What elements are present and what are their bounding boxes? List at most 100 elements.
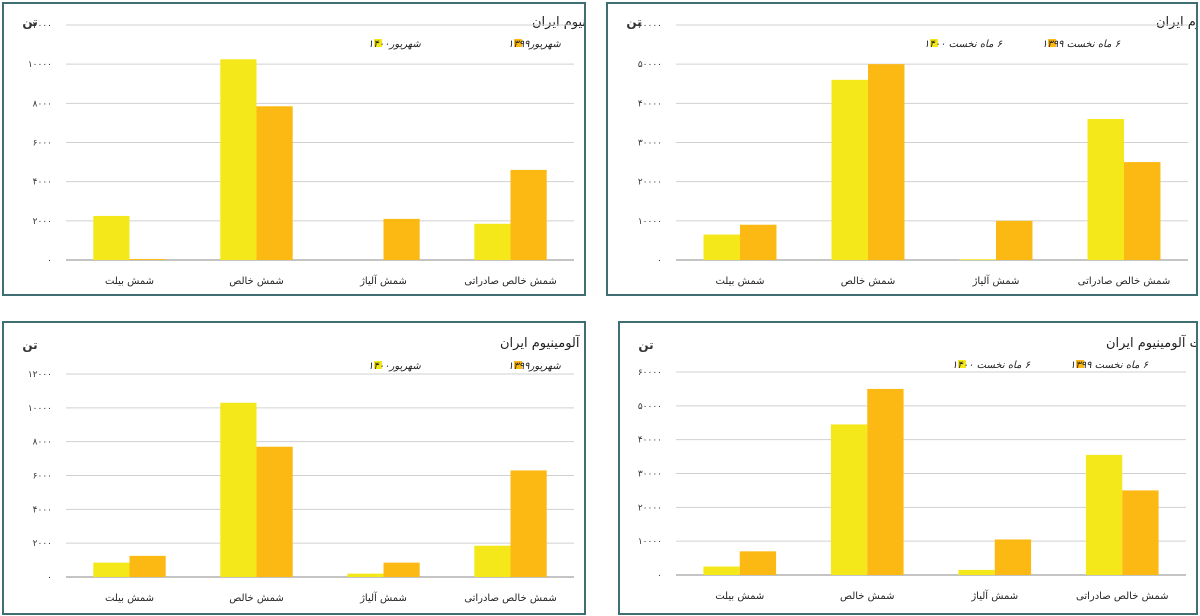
bar-2-series-2 (256, 446, 293, 577)
chart-panel-1: تن نمودار ۱- بررسی میزان تولید یک ماهه مح… (2, 2, 586, 296)
unit-label: تن (626, 15, 641, 29)
x-category-label: شمش خالص صادراتی (1076, 591, 1169, 602)
bar-4-series-1 (1087, 119, 1124, 260)
bar-4-series-2 (510, 470, 547, 577)
bar-1-series-2 (129, 555, 166, 577)
bar-1-series-2 (739, 551, 777, 575)
bar-4-series-1 (474, 545, 511, 577)
bar-2-series-1 (220, 402, 257, 577)
y-tick-label: ۵٠٠٠٠ (638, 60, 662, 70)
y-tick-label: ٠ (657, 571, 662, 581)
legend-swatch-2 (1048, 39, 1056, 47)
unit-label: تن (22, 15, 37, 29)
legend-label-1: ۶ ماه نخست ۱۴۰۰ (952, 360, 1031, 371)
bar-4-series-2 (1124, 162, 1161, 260)
y-tick-label: ۴٠٠٠٠ (638, 436, 662, 446)
bar-3-series-2 (383, 562, 420, 577)
x-category-label: شمش خالص صادراتی (464, 276, 557, 287)
bar-4-series-1 (1085, 454, 1123, 575)
bar-1-series-1 (93, 562, 130, 577)
x-category-label: شمش بیلت (105, 593, 154, 604)
y-tick-label: ۶٠٠٠ (33, 139, 52, 149)
x-category-label: شمش آلیاژ (359, 591, 407, 604)
bar-4-series-2 (510, 169, 547, 260)
bar-1-series-2 (129, 259, 166, 260)
x-category-label: شمش خالص صادراتی (1078, 276, 1171, 287)
legend-swatch-2 (514, 361, 522, 369)
bar-2-series-2 (868, 64, 905, 260)
y-tick-label: ٨٠٠٠ (33, 99, 52, 109)
legend-label-2: ۶ ماه نخست ۱۳۹۹ (1042, 39, 1121, 50)
bar-3-series-2 (996, 220, 1033, 260)
y-tick-label: ۵٠٠٠٠ (638, 402, 662, 412)
y-tick-label: ۶٠٠٠ (33, 472, 52, 482)
y-tick-label: ۴٠٠٠ (33, 505, 52, 515)
x-category-label: شمش آلیاژ (972, 274, 1020, 287)
bar-1-series-2 (740, 224, 777, 260)
y-tick-label: ١٠٠٠٠ (638, 217, 662, 227)
bar-4-series-1 (474, 223, 511, 260)
bar-2-series-2 (867, 388, 904, 575)
y-tick-label: ٣٠٠٠٠ (638, 470, 662, 480)
y-tick-label: ۴٠٠٠٠ (638, 99, 662, 109)
y-tick-label: ۶٠٠٠٠ (638, 368, 662, 378)
chart-panel-2: تن نمودار۲- بررسی میزان تولید ۶ ماهه محصو… (606, 2, 1198, 296)
bar-2-series-1 (830, 424, 868, 575)
legend-label-1: شهریور۱۴۰۰ (368, 39, 421, 50)
y-tick-label: ٠ (657, 256, 662, 266)
unit-label: تن (638, 338, 653, 352)
legend-label-2: ۶ ماه نخست ۱۳۹۹ (1070, 360, 1149, 371)
x-category-label: شمش خالص (229, 593, 284, 604)
x-category-label: شمش بیلت (715, 591, 764, 602)
y-tick-label: ٢٠٠٠٠ (638, 503, 662, 513)
bar-2-series-1 (831, 79, 868, 260)
x-category-label: شمش آلیاژ (359, 274, 407, 287)
legend-label-1: شهریور۱۴۰۰ (368, 361, 421, 372)
bar-1-series-1 (703, 234, 740, 260)
x-category-label: شمش بیلت (105, 276, 154, 287)
bar-3-series-1 (959, 259, 996, 260)
legend-swatch-2 (1076, 360, 1084, 368)
legend-swatch-2 (514, 39, 522, 47)
legend-swatch-1 (930, 39, 938, 47)
y-tick-label: ٢٠٠٠ (33, 217, 52, 227)
chart-title: نمودار۲- بررسی میزان تولید ۶ ماهه محصولا… (1156, 13, 1196, 30)
x-category-label: شمش خالص صادراتی (464, 593, 557, 604)
bar-3-series-1 (347, 573, 384, 577)
y-tick-label: ١٠٠٠٠ (28, 404, 52, 414)
chart-svg-2: تن نمودار۲- بررسی میزان تولید ۶ ماهه محصو… (626, 13, 1196, 287)
bar-1-series-1 (703, 566, 740, 575)
chart-panel-3: تن نمودار۳- بررسی میزان فروش یک ماهه محصو… (2, 321, 586, 615)
bar-3-series-2 (383, 218, 420, 260)
y-tick-label: ٢٠٠٠ (33, 539, 52, 549)
bar-2-series-1 (220, 59, 257, 261)
y-tick-label: ٢٠٠٠٠ (638, 178, 662, 188)
legend-swatch-1 (958, 360, 966, 368)
y-tick-label: ١٠٠٠٠ (28, 60, 52, 70)
x-category-label: شمش آلیاژ (970, 589, 1018, 602)
bar-3-series-2 (994, 539, 1032, 575)
chart-svg-3: تن نمودار۳- بررسی میزان فروش یک ماهه محصو… (22, 334, 584, 604)
bar-1-series-1 (93, 215, 130, 260)
y-tick-label: ٣٠٠٠٠ (638, 139, 662, 149)
x-category-label: شمش خالص (840, 591, 895, 602)
bar-2-series-2 (256, 106, 293, 260)
bar-3-series-1 (958, 569, 995, 575)
y-tick-label: ۶٠٠٠٠ (638, 21, 662, 31)
y-tick-label: ٨٠٠٠ (33, 438, 52, 448)
legend-swatch-1 (374, 361, 382, 369)
x-category-label: شمش خالص (229, 276, 284, 287)
y-tick-label: ١٢٠٠٠ (28, 21, 52, 31)
x-category-label: شمش بیلت (715, 276, 764, 287)
chart-title: نمودار۴- بررسی میزان فروش ۶ ماهه محصولات… (1106, 334, 1196, 351)
y-tick-label: ٠ (47, 573, 52, 583)
y-tick-label: ١٠٠٠٠ (638, 537, 662, 547)
legend-label-2: شهریور۱۳۹۹ (508, 361, 561, 372)
legend-swatch-1 (374, 39, 382, 47)
legend-label-2: شهریور۱۳۹۹ (508, 39, 561, 50)
y-tick-label: ٠ (47, 256, 52, 266)
y-tick-label: ۴٠٠٠ (33, 178, 52, 188)
chart-title: نمودار ۱- بررسی میزان تولید یک ماهه محصو… (532, 13, 584, 30)
legend-label-1: ۶ ماه نخست ۱۴۰۰ (924, 39, 1003, 50)
chart-panel-4: تن نمودار۴- بررسی میزان فروش ۶ ماهه محصول… (618, 321, 1198, 615)
